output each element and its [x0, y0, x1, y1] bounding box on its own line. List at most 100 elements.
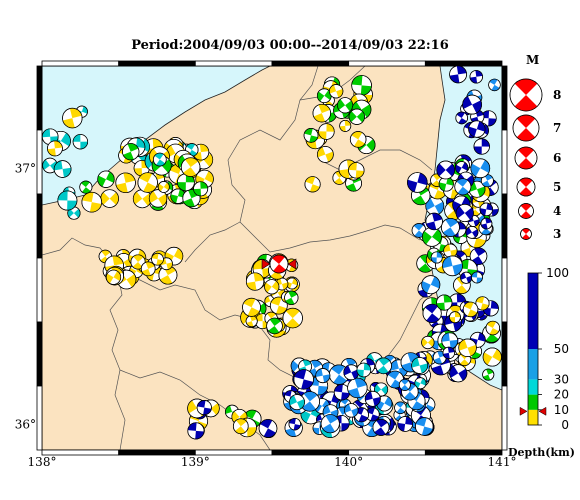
focal-mechanism: [105, 269, 122, 285]
focal-mechanism: [176, 173, 195, 192]
depth-color-band: [528, 349, 538, 380]
focal-mechanism: [132, 189, 152, 209]
focal-mechanism: [475, 296, 490, 311]
frame-segment: [424, 60, 503, 67]
focal-mechanism: [148, 189, 168, 208]
focal-mechanism: [242, 297, 261, 317]
focal-mechanism: [349, 131, 367, 148]
focal-mechanism: [425, 212, 443, 231]
focal-mechanism: [196, 400, 212, 416]
x-tick-label: 138°: [28, 455, 57, 469]
focal-mechanism: [455, 203, 474, 223]
focal-mechanism: [232, 418, 249, 435]
frame-segment: [36, 193, 43, 259]
focal-mechanism: [411, 357, 429, 374]
focal-mechanism: [411, 223, 427, 238]
focal-mechanism: [364, 390, 381, 407]
frame-ticks: [36, 60, 508, 456]
focal-mechanism: [436, 294, 453, 311]
focal-mechanism: [343, 364, 360, 381]
focal-mechanism: [479, 202, 494, 217]
depth-tick-label: 10: [554, 403, 569, 417]
focal-mechanism: [441, 332, 459, 350]
frame-segment: [41, 60, 120, 67]
y-tick-label: 37°: [15, 161, 36, 175]
focal-mechanism: [288, 417, 301, 431]
depth-color-band: [528, 409, 538, 425]
focal-mechanism: [442, 346, 455, 360]
focal-mechanism: [436, 160, 456, 180]
focal-mechanism: [441, 217, 460, 237]
depth-color-band: [528, 379, 538, 395]
focal-mechanism: [312, 103, 332, 123]
frame-segment: [36, 129, 43, 195]
focal-mechanism: [462, 301, 479, 318]
focal-mechanism: [375, 357, 392, 375]
focal-mechanism: [115, 172, 136, 194]
x-tick-label: 140°: [334, 455, 363, 469]
focal-mechanism: [79, 180, 93, 194]
frame-segment: [118, 60, 196, 67]
focal-mechanism: [460, 271, 473, 284]
focal-mechanism: [449, 66, 467, 84]
magnitude-legend-label: 7: [553, 121, 561, 135]
focal-mechanism: [282, 307, 303, 329]
magnitude-legend-label: 8: [553, 88, 561, 102]
earthquake-events: [42, 66, 502, 440]
focal-mechanism: [245, 272, 265, 291]
focal-mechanism: [356, 362, 372, 378]
frame-segment: [36, 321, 43, 387]
depth-legend-title: Depth(km): [508, 446, 575, 459]
focal-mechanism: [140, 261, 156, 277]
focal-mechanism: [430, 251, 443, 264]
focal-mechanism: [469, 247, 488, 265]
main-event-marker-left: [261, 258, 271, 270]
focal-mechanism: [317, 146, 334, 163]
frame-segment: [36, 257, 43, 323]
focal-mechanism: [422, 303, 442, 323]
focal-mechanism: [469, 70, 483, 84]
focal-mechanism: [421, 335, 435, 350]
focal-mechanism: [471, 271, 483, 284]
focal-mechanism: [372, 418, 390, 436]
focal-mechanism: [293, 369, 314, 390]
focal-mechanism: [443, 243, 458, 258]
focal-mechanism: [62, 107, 83, 129]
focal-mechanism: [465, 225, 479, 239]
magnitude-legend-label: 4: [553, 204, 561, 218]
focal-mechanism: [468, 120, 486, 138]
focal-mechanism: [130, 254, 146, 270]
frame-segment: [501, 321, 508, 387]
magnitude-legend-ball: [509, 78, 543, 112]
focal-mechanism: [482, 368, 495, 381]
map-title: Period:2004/09/03 00:00--2014/09/03 22:1…: [131, 38, 449, 53]
magnitude-legend-label: 3: [553, 227, 561, 241]
focal-mechanism: [394, 401, 407, 414]
main-event-mechanism: [269, 254, 289, 274]
y-tick-label: 36°: [15, 417, 36, 431]
focal-mechanism: [397, 416, 413, 432]
frame-segment: [348, 60, 426, 67]
frame-segment: [194, 60, 273, 67]
frame-segment: [501, 385, 508, 451]
focal-mechanism: [422, 226, 442, 247]
frame-segment: [36, 385, 43, 451]
focal-mechanism: [488, 78, 501, 92]
depth-marker-right: [538, 406, 547, 416]
magnitude-legend-ball: [514, 146, 538, 170]
focal-mechanism: [170, 188, 186, 204]
axis-labels: 138° 139° 140° 141° 36° 37°: [15, 161, 517, 469]
focal-mechanism: [462, 94, 482, 115]
focal-mechanism: [100, 189, 119, 208]
focal-mechanism: [415, 417, 434, 436]
focal-mechanism: [72, 134, 89, 150]
magnitude-legend-ball: [516, 177, 536, 197]
depth-tick-label: 50: [554, 342, 569, 356]
focal-mechanism: [470, 158, 491, 179]
focal-mechanism: [348, 108, 365, 125]
focal-mechanism: [67, 206, 81, 220]
focal-mechanism: [81, 191, 103, 213]
main-event: [261, 254, 297, 274]
frame-segment: [501, 129, 508, 195]
